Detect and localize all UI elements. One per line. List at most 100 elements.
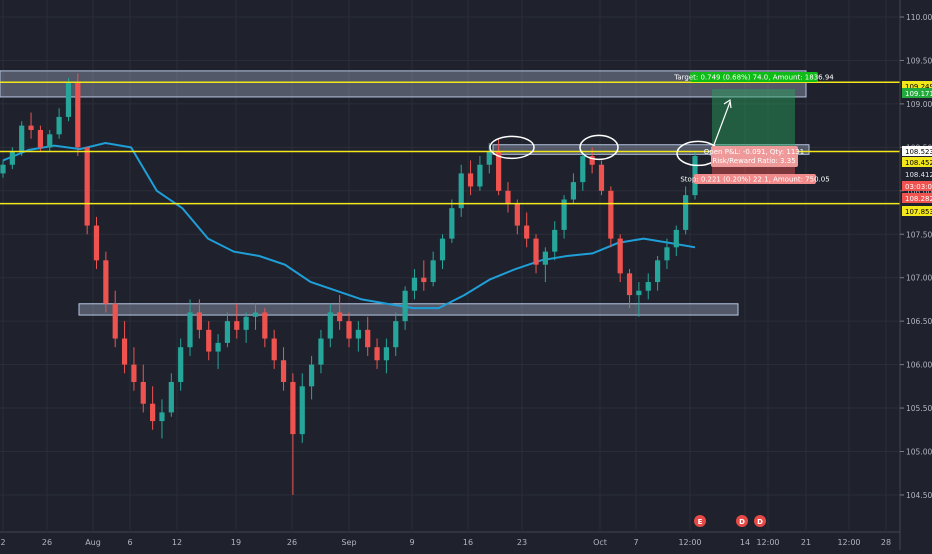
event-marker-icon bbox=[754, 515, 766, 527]
pnl-label: Open P&L: -0.091, Qty: 1131 bbox=[704, 148, 804, 156]
arrow-annotation bbox=[711, 101, 731, 151]
time-tick-label: 28 bbox=[881, 538, 891, 547]
candle-body bbox=[477, 164, 483, 187]
candle-body bbox=[505, 190, 511, 204]
time-tick-label: 12:00 bbox=[756, 538, 779, 547]
candle-body bbox=[103, 260, 109, 304]
grid-lines bbox=[0, 0, 900, 530]
candle-body bbox=[262, 312, 268, 339]
ellipse-annotation bbox=[489, 135, 535, 160]
time-tick-label: 26 bbox=[42, 538, 52, 547]
candle-body bbox=[327, 312, 333, 339]
price-label-bg bbox=[902, 146, 932, 156]
price-tick-label: 106.000 bbox=[906, 361, 932, 370]
price-label-bg bbox=[902, 88, 932, 98]
candle-body bbox=[215, 342, 221, 352]
price-tick-label: 104.500 bbox=[906, 491, 932, 500]
price-tick-label: 105.000 bbox=[906, 448, 932, 457]
candle-body bbox=[589, 156, 595, 165]
price-tick-label: 110.000 bbox=[906, 13, 932, 22]
event-marker-icon bbox=[736, 515, 748, 527]
zone-rect bbox=[492, 144, 810, 155]
candle-body bbox=[365, 329, 371, 348]
candle-body bbox=[75, 82, 81, 148]
candle-body bbox=[0, 164, 6, 174]
candle-body bbox=[374, 347, 380, 361]
time-tick-label: 23 bbox=[517, 538, 527, 547]
candle-body bbox=[131, 364, 137, 382]
target-zone bbox=[712, 89, 795, 155]
position-labels: Target: 0.749 (0.68%) 74.0, Amount: 1836… bbox=[673, 72, 834, 184]
candle-body bbox=[150, 403, 156, 422]
candle-body bbox=[683, 195, 689, 230]
candle-body bbox=[56, 116, 62, 135]
time-tick-label: 7 bbox=[633, 538, 638, 547]
price-tick-label: 109.500 bbox=[906, 56, 932, 65]
time-tick-label: 19 bbox=[231, 538, 241, 547]
candle-body bbox=[449, 208, 455, 239]
candle-body bbox=[617, 238, 623, 274]
price-tick-label: 109.000 bbox=[906, 100, 932, 109]
price-label: 03:03:09 bbox=[905, 183, 932, 191]
candle-body bbox=[19, 125, 25, 152]
time-tick-label: 12:00 bbox=[837, 538, 860, 547]
time-axis[interactable]: 2 26 Aug 6 12 19 26 Sep 9 16 23 Oct 7 12:00 14 12:00 21 1… bbox=[0, 531, 900, 547]
candle-body bbox=[187, 312, 193, 348]
candle-body bbox=[206, 329, 212, 352]
time-tick-label: 14 bbox=[740, 538, 750, 547]
candle-body bbox=[533, 238, 539, 265]
candle-body bbox=[524, 225, 530, 239]
price-tick-label: 108.000 bbox=[906, 187, 932, 196]
price-label-bg bbox=[902, 193, 932, 203]
candle-body bbox=[290, 381, 296, 435]
candle-body bbox=[299, 386, 305, 435]
price-label-bg bbox=[902, 157, 932, 167]
candles bbox=[0, 73, 698, 495]
moving-average-line bbox=[2, 141, 696, 310]
time-tick-label: Oct bbox=[593, 538, 607, 547]
price-axis[interactable]: 104.500 105.000 105.500 106.000 106.500 107.0… bbox=[899, 0, 932, 550]
candle-body bbox=[318, 338, 324, 365]
time-tick-label: 6 bbox=[127, 538, 132, 547]
price-label: 108.282 bbox=[905, 195, 932, 203]
candle-body bbox=[439, 238, 446, 261]
candle-body bbox=[626, 273, 633, 296]
event-marker-icon bbox=[694, 515, 706, 527]
candle-body bbox=[421, 277, 427, 283]
candle-body bbox=[402, 290, 408, 322]
candle-body bbox=[308, 364, 315, 387]
candle-body bbox=[608, 190, 614, 239]
candle-body bbox=[271, 338, 277, 361]
price-label: 108.412 bbox=[905, 171, 932, 179]
pnl-label-bg bbox=[711, 146, 798, 167]
candle-body bbox=[458, 173, 464, 209]
time-tick-label: 26 bbox=[287, 538, 297, 547]
price-tick-label: 105.500 bbox=[906, 404, 932, 413]
candle-body bbox=[411, 277, 418, 291]
candle-body bbox=[65, 82, 72, 117]
candle-body bbox=[598, 164, 605, 191]
arrow-head bbox=[723, 98, 732, 109]
price-label-bg bbox=[902, 81, 932, 91]
candle-body bbox=[234, 321, 240, 330]
event-marker-label: E bbox=[698, 518, 703, 526]
time-tick-label: Aug bbox=[85, 538, 101, 547]
candle-body bbox=[486, 151, 492, 165]
candle-body bbox=[337, 312, 343, 322]
price-tick-label: 107.000 bbox=[906, 274, 932, 283]
price-label-bg bbox=[902, 169, 932, 179]
candle-body bbox=[159, 412, 165, 422]
candle-body bbox=[430, 260, 436, 283]
price-tick-label: 106.500 bbox=[906, 317, 932, 326]
candle-body bbox=[355, 329, 361, 339]
candle-body bbox=[570, 182, 577, 200]
time-tick-label: Sep bbox=[341, 538, 356, 547]
time-tick-label: 9 bbox=[409, 538, 414, 547]
zones bbox=[0, 70, 810, 316]
stop-label-bg bbox=[694, 174, 816, 184]
target-label-bg bbox=[690, 72, 818, 82]
